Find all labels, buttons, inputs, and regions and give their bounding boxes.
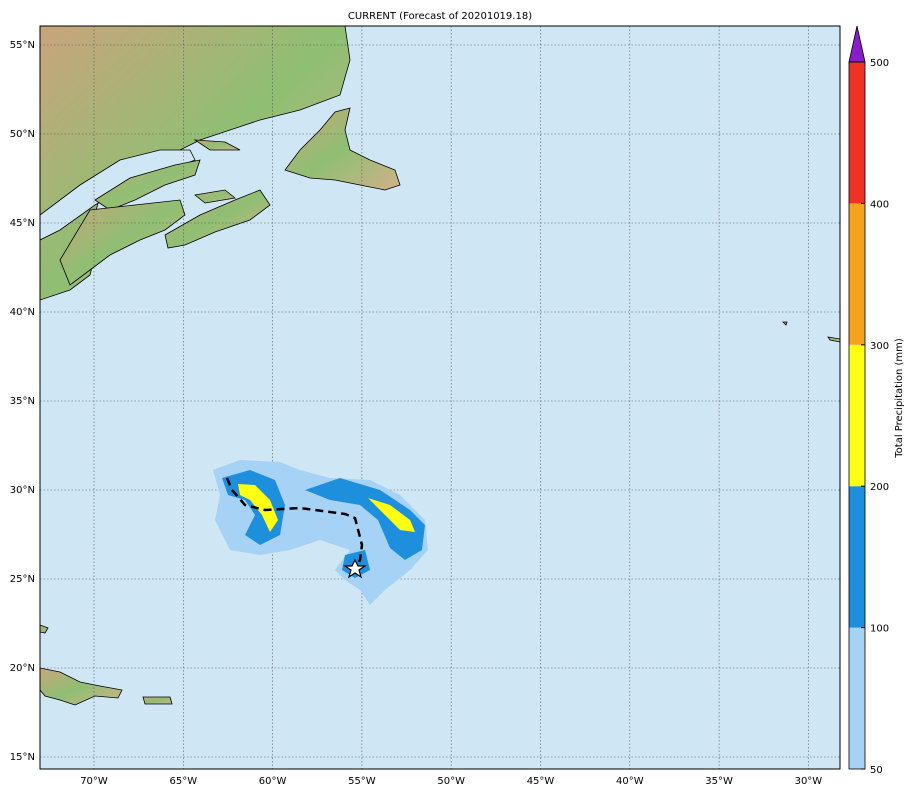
colorbar-segment bbox=[849, 344, 865, 487]
colorbar-segment bbox=[849, 627, 865, 769]
newfoundland bbox=[284, 107, 401, 191]
lat-label: 50°N bbox=[10, 129, 35, 140]
island bbox=[827, 336, 840, 343]
colorbar-tick-label: 100 bbox=[870, 624, 889, 635]
precip-band-200 bbox=[238, 484, 415, 532]
island bbox=[782, 321, 788, 326]
colorbar bbox=[848, 25, 866, 770]
colorbar-extend bbox=[848, 25, 866, 63]
lon-label: 65°W bbox=[169, 776, 197, 787]
pei bbox=[194, 189, 236, 204]
colorbar-segment bbox=[849, 486, 865, 628]
precipitation-field bbox=[213, 460, 428, 605]
lon-label: 30°W bbox=[795, 776, 823, 787]
lat-label: 55°N bbox=[10, 40, 35, 51]
colorbar-tick-label: 400 bbox=[870, 199, 889, 210]
lon-label: 70°W bbox=[80, 776, 108, 787]
lat-label: 45°N bbox=[10, 218, 35, 229]
puerto-rico bbox=[142, 696, 173, 705]
lat-label: 25°N bbox=[10, 574, 35, 585]
map-title: CURRENT (Forecast of 20201019.18) bbox=[348, 11, 532, 22]
storm-position bbox=[343, 558, 367, 579]
lon-label: 40°W bbox=[616, 776, 644, 787]
new-brunswick-maine bbox=[59, 199, 186, 286]
lat-label: 20°N bbox=[10, 663, 35, 674]
precip-band-100 bbox=[222, 470, 425, 578]
lon-label: 35°W bbox=[705, 776, 733, 787]
colorbar-segment bbox=[849, 62, 865, 204]
colorbar-segment bbox=[849, 203, 865, 345]
colorbar-tick-label: 200 bbox=[870, 482, 889, 493]
lon-label: 45°W bbox=[527, 776, 555, 787]
lon-label: 60°W bbox=[259, 776, 287, 787]
colorbar-label: Total Precipitation (mm) bbox=[894, 338, 905, 459]
hispaniola bbox=[40, 667, 123, 706]
lon-label: 50°W bbox=[437, 776, 465, 787]
storm-track bbox=[225, 477, 364, 571]
land-layer bbox=[40, 26, 840, 706]
lat-label: 30°N bbox=[10, 485, 35, 496]
graticule bbox=[40, 26, 840, 769]
lat-label: 40°N bbox=[10, 307, 35, 318]
cuba-tip bbox=[40, 624, 49, 634]
colorbar-tick-label: 500 bbox=[870, 58, 889, 69]
lon-label: 55°W bbox=[348, 776, 376, 787]
lat-label: 15°N bbox=[10, 752, 35, 763]
anticosti bbox=[193, 139, 241, 151]
colorbar-frame bbox=[848, 61, 866, 770]
lat-label: 35°N bbox=[10, 396, 35, 407]
nova-scotia bbox=[164, 189, 271, 249]
map-frame bbox=[39, 25, 841, 770]
colorbar-tick-label: 300 bbox=[870, 341, 889, 352]
colorbar-tick-label: 50 bbox=[870, 765, 883, 776]
